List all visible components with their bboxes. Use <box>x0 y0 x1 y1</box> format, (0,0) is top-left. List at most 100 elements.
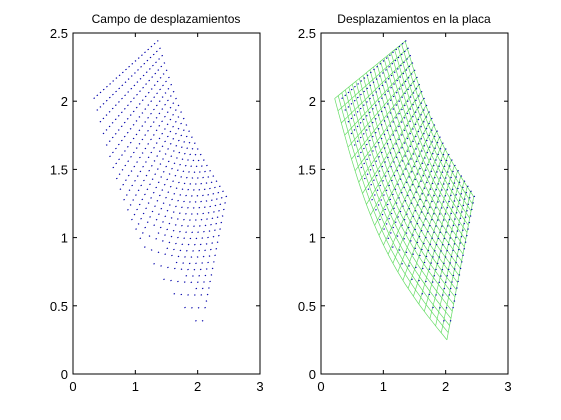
displacement-point <box>433 176 436 179</box>
displacement-point <box>155 142 158 144</box>
displacement-point <box>459 267 462 270</box>
displacement-point <box>401 147 403 149</box>
displacement-point <box>175 242 177 245</box>
displacement-point <box>193 268 196 271</box>
displacement-point <box>430 262 433 264</box>
displacement-point <box>403 186 406 189</box>
displacement-point <box>457 187 459 190</box>
displacement-point <box>437 201 439 203</box>
displacement-point <box>144 121 147 123</box>
displacement-point <box>396 169 399 172</box>
displacement-point <box>392 193 394 196</box>
displacement-point <box>161 96 164 98</box>
displacement-point <box>151 178 154 180</box>
displacement-point <box>431 281 434 283</box>
displacement-point <box>463 198 466 200</box>
displacement-point <box>168 204 171 206</box>
displacement-point <box>139 156 141 159</box>
displacement-point <box>173 293 176 295</box>
displacement-point <box>429 224 431 227</box>
displacement-point <box>144 226 147 229</box>
displacement-point <box>385 69 387 71</box>
displacement-point <box>210 274 213 276</box>
displacement-point <box>442 219 445 221</box>
displacement-point <box>372 164 375 167</box>
displacement-point <box>388 66 390 68</box>
displacement-point <box>207 236 209 239</box>
displacement-point <box>114 104 117 106</box>
displacement-point <box>393 71 396 73</box>
displacement-point <box>204 170 206 173</box>
displacement-point <box>387 237 390 240</box>
displacement-point <box>169 106 172 109</box>
displacement-point <box>426 151 429 154</box>
displacement-point <box>152 64 154 67</box>
displacement-point <box>135 194 137 196</box>
displacement-point <box>224 202 226 204</box>
displacement-point <box>398 45 401 48</box>
displacement-point <box>392 134 395 136</box>
displacement-point <box>175 205 177 208</box>
mesh-arc-line <box>383 58 466 240</box>
displacement-point <box>153 108 155 111</box>
displacement-point <box>187 268 189 271</box>
displacement-point <box>414 178 417 181</box>
displacement-point <box>201 237 204 239</box>
displacement-point <box>444 177 447 179</box>
displacement-point <box>375 104 377 107</box>
displacement-point <box>172 114 174 116</box>
displacement-point <box>164 253 167 255</box>
displacement-point <box>204 224 207 227</box>
displacement-point <box>129 141 132 144</box>
displacement-point <box>148 68 151 70</box>
displacement-point <box>136 208 138 211</box>
displacement-point <box>423 97 425 100</box>
displacement-point <box>164 103 166 106</box>
displacement-point <box>416 222 419 225</box>
displacement-point <box>111 107 114 110</box>
displacement-point <box>141 138 144 141</box>
displacement-point <box>149 56 152 59</box>
displacement-point <box>187 294 189 296</box>
displacement-point <box>360 151 362 154</box>
displacement-point <box>396 79 399 82</box>
displacement-point <box>356 125 359 128</box>
displacement-point <box>163 183 166 186</box>
displacement-point <box>414 123 417 126</box>
displacement-point <box>215 198 218 200</box>
displacement-point <box>413 69 416 72</box>
displacement-point <box>132 199 135 201</box>
displacement-point <box>424 157 426 159</box>
displacement-point <box>198 189 201 191</box>
displacement-point <box>201 262 204 264</box>
displacement-point <box>420 138 423 140</box>
displacement-point <box>457 205 460 208</box>
displacement-point <box>449 287 452 290</box>
displacement-point <box>136 161 138 163</box>
displacement-point <box>401 160 404 162</box>
displacement-point <box>378 87 381 90</box>
displacement-point <box>412 115 414 118</box>
displacement-point <box>354 85 356 88</box>
displacement-point <box>133 84 136 87</box>
displacement-point <box>398 125 400 128</box>
displacement-point <box>414 135 417 138</box>
displacement-point <box>156 40 159 42</box>
displacement-point <box>404 168 407 170</box>
displacement-point <box>448 165 451 167</box>
displacement-point <box>221 215 224 217</box>
displacement-point <box>147 91 150 94</box>
displacement-point <box>135 228 137 230</box>
displacement-point <box>407 47 409 50</box>
displacement-point <box>207 194 210 196</box>
y-tick-label: 1 <box>309 231 316 246</box>
displacement-point <box>370 183 373 186</box>
displacement-point <box>108 125 111 128</box>
displacement-point <box>161 132 164 135</box>
displacement-point <box>105 114 108 116</box>
displacement-point <box>435 243 438 246</box>
displacement-point <box>423 261 426 264</box>
displacement-point <box>126 131 129 134</box>
displacement-point <box>362 104 365 106</box>
displacement-point <box>429 188 432 190</box>
